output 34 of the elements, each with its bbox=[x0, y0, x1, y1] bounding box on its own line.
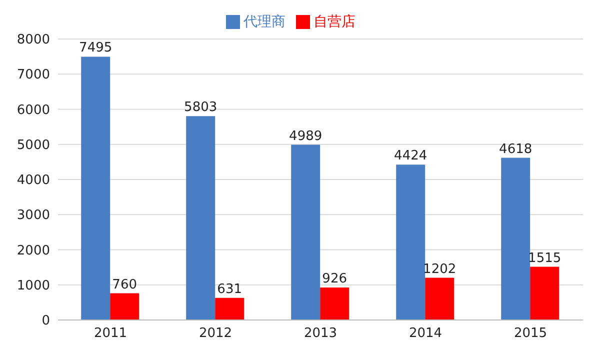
data-label: 7495 bbox=[79, 40, 112, 56]
data-label: 4618 bbox=[499, 142, 532, 157]
bar bbox=[396, 164, 426, 320]
x-tick-label: 2013 bbox=[304, 326, 338, 342]
y-tick-label: 0 bbox=[42, 314, 50, 329]
y-tick-label: 6000 bbox=[16, 102, 50, 118]
x-tick-label: 2012 bbox=[198, 326, 232, 342]
y-tick-label: 7000 bbox=[16, 68, 50, 83]
bar bbox=[320, 287, 350, 320]
y-tick-label: 1000 bbox=[16, 278, 50, 294]
y-tick-label: 3000 bbox=[16, 208, 50, 224]
data-label: 5803 bbox=[184, 100, 218, 116]
y-tick-label: 4000 bbox=[16, 173, 50, 188]
y-tick-label: 8000 bbox=[16, 32, 50, 48]
x-tick-label: 2014 bbox=[408, 326, 442, 342]
bar bbox=[501, 158, 530, 320]
data-label: 4424 bbox=[394, 148, 428, 164]
bar bbox=[81, 56, 110, 320]
bar bbox=[110, 293, 140, 320]
bar bbox=[425, 278, 454, 320]
legend-label: 自营店 bbox=[314, 14, 356, 30]
legend-label: 代理商 bbox=[244, 14, 286, 30]
x-tick-label: 2015 bbox=[514, 326, 548, 342]
bar bbox=[530, 266, 560, 320]
data-label: 926 bbox=[322, 271, 348, 286]
data-label: 4989 bbox=[289, 128, 322, 144]
bar bbox=[291, 144, 320, 320]
y-tick-label: 5000 bbox=[16, 138, 50, 153]
bar bbox=[215, 298, 244, 320]
data-label: 631 bbox=[217, 282, 242, 297]
bar bbox=[186, 116, 216, 320]
x-tick-label: 2011 bbox=[94, 326, 128, 342]
data-label: 760 bbox=[112, 277, 138, 292]
y-tick-label: 2000 bbox=[16, 243, 50, 258]
